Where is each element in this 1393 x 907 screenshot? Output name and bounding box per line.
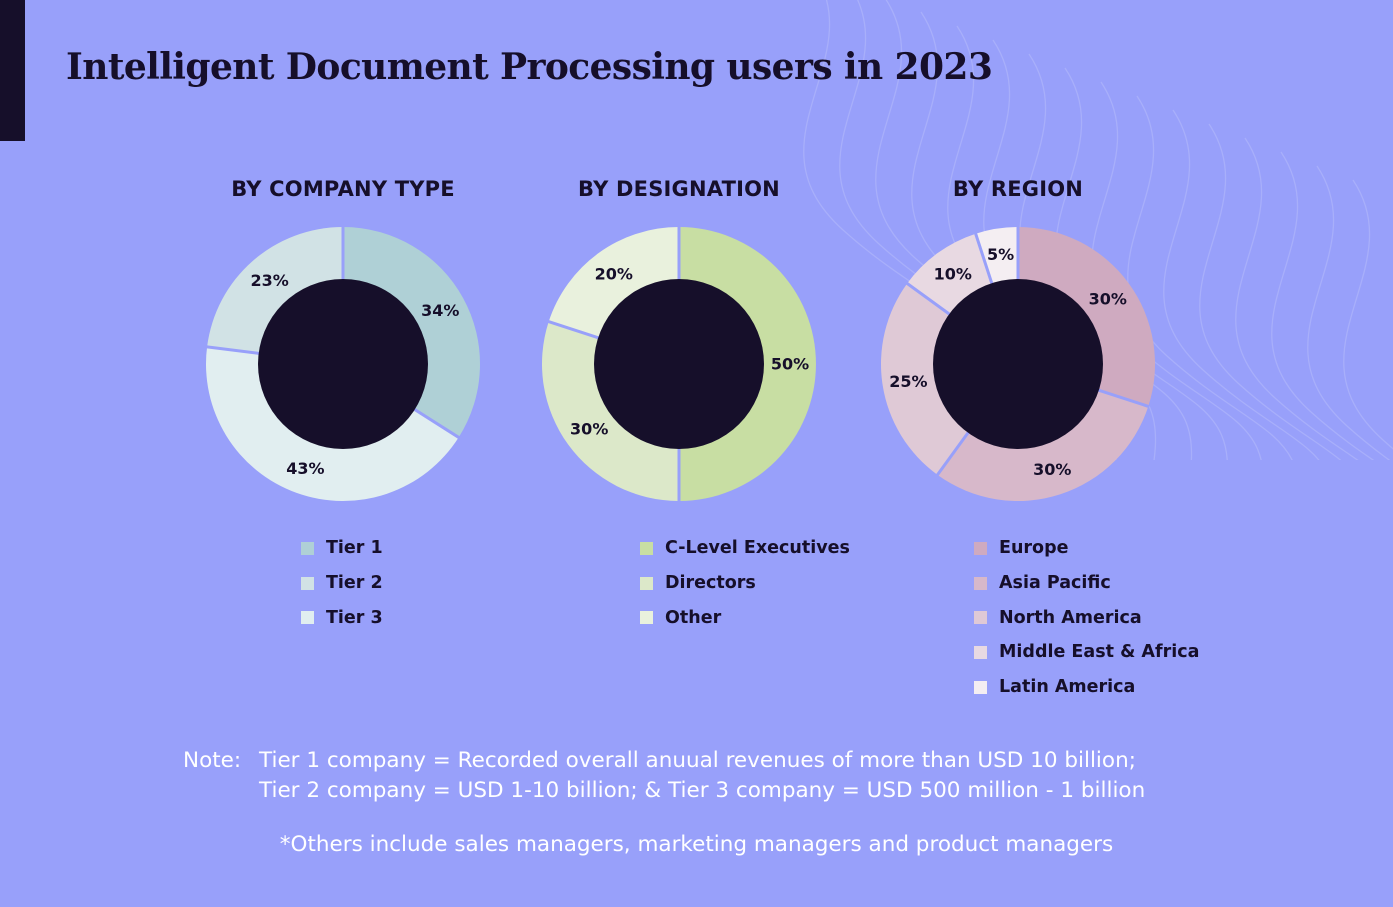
legend-label: Tier 2 (326, 573, 383, 594)
data-label-directors: 30% (570, 420, 608, 439)
data-label-europe: 30% (1089, 289, 1127, 308)
note-line-2: Tier 2 company = USD 1-10 billion; & Tie… (259, 778, 1146, 803)
chart-title-company-type: BY COMPANY TYPE (231, 177, 455, 201)
legend-swatch (301, 611, 314, 625)
wave-line (1127, 95, 1293, 460)
legend-label: Latin America (999, 677, 1136, 698)
legend-swatch (974, 611, 987, 625)
legend-label: Asia Pacific (999, 573, 1111, 594)
donut-hole (933, 279, 1103, 449)
legend-item-directors: Directors (640, 566, 850, 601)
legend-item-tier-3: Tier 3 (301, 600, 383, 635)
donut-hole (594, 279, 764, 449)
legend-swatch (301, 576, 314, 590)
legend-swatch (301, 541, 314, 555)
data-label-north-america: 25% (889, 372, 927, 391)
legend-swatch (640, 541, 653, 555)
legend-label: Tier 1 (326, 538, 383, 559)
legend-item-north-america: North America (974, 600, 1199, 635)
data-label-tier-1: 34% (421, 301, 459, 320)
wave-line (1307, 165, 1391, 460)
note-label: Note: (183, 748, 242, 773)
legend-swatch (974, 680, 987, 694)
legend-item-europe: Europe (974, 531, 1199, 566)
page-title: Intelligent Document Processing users in… (66, 46, 993, 88)
chart-title-designation: BY DESIGNATION (578, 177, 780, 201)
note-line-1: Tier 1 company = Recorded overall anuual… (259, 748, 1136, 773)
donut-chart-designation: 50% 30% 20% (542, 226, 816, 502)
legend-swatch (974, 541, 987, 555)
legend-item-asia-pacific: Asia Pacific (974, 566, 1199, 601)
data-label-tier-3: 43% (286, 459, 324, 478)
data-label-tier-2: 23% (250, 271, 288, 290)
donut-chart-company-type: 34% 43% 23% (205, 226, 480, 502)
data-label-middle-east-and-africa: 10% (934, 265, 972, 284)
donut-chart-region: 30% 30% 25% 10% 5% (881, 226, 1155, 501)
legend-item-tier-1: Tier 1 (301, 531, 383, 566)
legend-swatch (640, 576, 653, 590)
legend-label: Directors (665, 573, 756, 594)
corner-accent-bar (0, 0, 25, 141)
legend-label: North America (999, 607, 1142, 628)
legend-designation: C-Level Executives Directors Other (640, 531, 850, 635)
donut-hole (258, 279, 428, 449)
legend-label: Tier 3 (326, 607, 383, 628)
data-label-c-level-executives: 50% (771, 355, 809, 374)
legend-company-type: Tier 1 Tier 2 Tier 3 (301, 531, 383, 635)
footnote: *Others include sales managers, marketin… (279, 832, 1114, 857)
legend-label: Europe (999, 538, 1069, 559)
legend-swatch (640, 611, 653, 625)
wave-line (1199, 123, 1342, 460)
wave-line (1163, 109, 1320, 460)
legend-label: C-Level Executives (665, 538, 850, 559)
legend-item-tier-2: Tier 2 (301, 566, 383, 601)
wave-line (1235, 137, 1359, 460)
legend-swatch (974, 576, 987, 590)
chart-title-region: BY REGION (952, 177, 1084, 201)
wave-line (1271, 151, 1375, 460)
legend-label: Other (665, 607, 722, 628)
legend-swatch (974, 645, 987, 659)
data-label-other: 20% (595, 265, 633, 284)
legend-item-other: Other (640, 600, 850, 635)
note-block: Note: Tier 1 company = Recorded overall a… (183, 746, 1145, 806)
data-label-latin-america: 5% (987, 245, 1014, 264)
legend-item-c-level-executives: C-Level Executives (640, 531, 850, 566)
wave-line (1343, 179, 1393, 450)
legend-label: Middle East & Africa (999, 642, 1200, 663)
legend-item-middle-east-and-africa: Middle East & Africa (974, 635, 1199, 670)
data-label-asia-pacific: 30% (1033, 460, 1071, 479)
legend-region: Europe Asia Pacific North America Middle Ea… (974, 531, 1199, 704)
legend-item-latin-america: Latin America (974, 670, 1199, 705)
